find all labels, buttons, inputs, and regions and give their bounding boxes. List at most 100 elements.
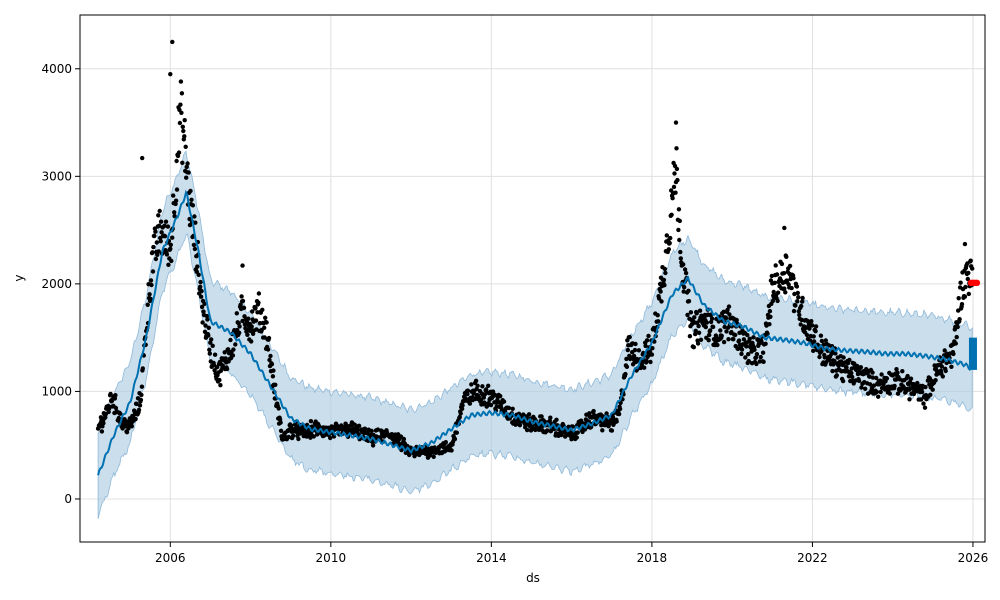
observed-point [662,266,668,272]
observed-point [369,428,374,434]
observed-point [200,320,205,325]
observed-point [240,298,246,304]
observed-point [747,336,752,341]
observed-point [691,345,696,350]
observed-point [693,331,698,337]
x-tick-label: 2022 [797,551,828,565]
observed-point [923,384,928,390]
observed-point [774,272,780,277]
observed-point [158,239,163,244]
observed-point [443,440,448,445]
observed-point [465,388,471,393]
observed-point [152,233,157,239]
observed-point [263,315,268,320]
observed-point [153,229,158,234]
observed-point [919,389,925,395]
observed-point [708,328,713,333]
observed-point [795,290,800,296]
observed-point [791,308,797,314]
observed-point [677,218,682,224]
observed-point [754,352,760,357]
observed-point [664,233,669,238]
observed-point [667,240,672,246]
observed-point [743,355,748,360]
observed-point [201,309,206,314]
observed-point [271,368,276,373]
observed-point [187,222,193,228]
observed-point [943,368,948,374]
observed-point [180,160,185,165]
observed-point [658,289,663,294]
observed-point [165,224,171,229]
observed-point [818,333,824,338]
observed-point [646,333,651,339]
x-tick-label: 2010 [316,551,347,565]
observed-point [129,424,134,429]
observed-point [775,290,781,295]
observed-point [708,319,714,325]
observed-point [965,276,970,282]
observed-point [290,433,296,438]
observed-point [101,421,106,426]
observed-point [782,286,787,291]
observed-point [721,309,726,314]
observed-point [155,252,160,257]
observed-point [876,394,881,399]
observed-point [192,214,197,219]
observed-point [726,337,731,342]
observed-point [840,378,846,384]
observed-point [401,436,407,442]
observed-point [783,290,788,295]
observed-point [797,312,802,318]
observed-point [736,338,742,343]
observed-point [819,338,825,344]
observed-point [692,315,697,320]
observed-point [867,374,872,379]
observed-point [233,342,238,347]
observed-point [642,365,647,370]
observed-point [156,249,161,254]
observed-point [308,419,314,424]
observed-point [172,213,177,219]
observed-point [674,146,679,151]
observed-point [199,304,205,310]
observed-point [172,210,177,215]
observed-point [954,334,959,340]
observed-point [674,166,680,172]
observed-point [250,309,255,314]
observed-point [548,415,553,420]
observed-point [212,352,218,357]
observed-point [709,316,715,321]
observed-point [830,368,835,374]
observed-point [822,355,827,360]
observed-point [202,301,207,306]
observed-point [681,262,686,267]
observed-point [627,334,632,340]
observed-point [874,375,879,381]
x-axis-label: ds [526,571,540,585]
observed-point [208,340,213,345]
observed-point [632,347,638,353]
observed-point [644,358,649,364]
observed-point [196,272,201,277]
observed-point [609,428,615,433]
observed-point [731,337,736,342]
observed-point [273,382,278,387]
observed-point [769,273,774,279]
observed-point [153,256,159,262]
observed-point [793,303,798,308]
observed-point [190,203,196,208]
highlight-points [967,279,981,287]
observed-point [431,454,436,459]
observed-point [498,393,503,399]
observed-point [154,240,159,245]
observed-point [164,252,170,257]
observed-point [189,197,194,202]
highlight-point [973,279,981,287]
observed-point [765,331,770,336]
observed-point [733,332,738,338]
observed-point [761,359,766,364]
observed-point [617,406,623,412]
observed-point [739,347,745,352]
